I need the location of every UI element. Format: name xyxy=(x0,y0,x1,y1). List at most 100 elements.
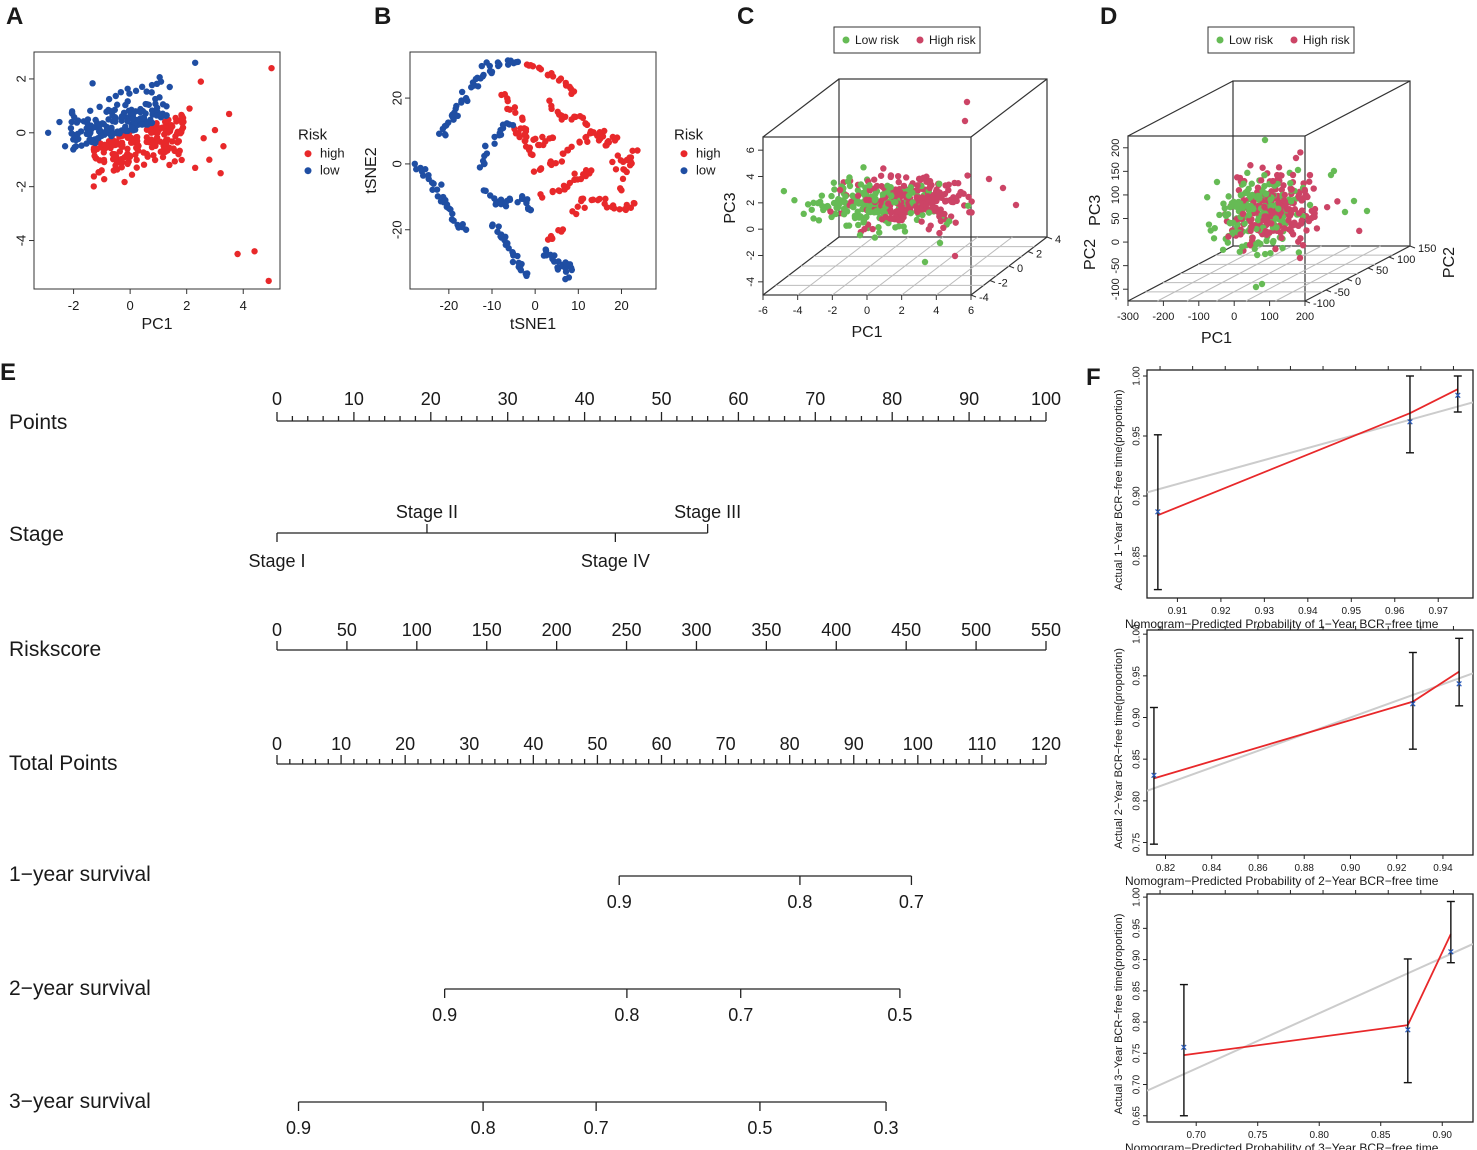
data-point-high-risk xyxy=(1334,198,1341,205)
x-tick-label: 0.93 xyxy=(1255,606,1275,617)
data-point-low-risk xyxy=(856,231,864,239)
data-point-low-risk xyxy=(804,201,812,208)
x-axis-label: PC1 xyxy=(141,316,172,333)
data-point-low-risk xyxy=(830,179,838,186)
data-point-low xyxy=(438,181,445,188)
observed-marker: × xyxy=(1456,678,1462,690)
x-tick-label: 10 xyxy=(571,298,585,313)
survival-tick-label: 0.7 xyxy=(728,1005,753,1025)
data-point-low xyxy=(491,140,498,147)
data-point-high-risk xyxy=(1297,235,1304,242)
y-tick-label: 0.95 xyxy=(1132,918,1143,938)
data-point-low xyxy=(61,143,69,150)
survival-tick-label: 0.8 xyxy=(614,1005,639,1025)
data-point-low xyxy=(517,266,525,274)
data-point-low-risk xyxy=(925,209,933,216)
axis-tick-label: 450 xyxy=(891,620,921,640)
legend-entry-high: high xyxy=(696,146,721,161)
data-point-low xyxy=(488,222,496,230)
axis-tick-label: 30 xyxy=(498,389,518,409)
calibration-plot-1-year: 0.91 0.92 0.93 0.94 0.95 0.96 0.97 0.85 0.90 0.95… xyxy=(1113,366,1474,631)
data-point-low-risk xyxy=(832,199,839,207)
y-tick-label: 2 xyxy=(13,75,28,82)
data-point-high-risk xyxy=(1278,172,1285,179)
data-point-high xyxy=(197,78,205,85)
y-tick xyxy=(1409,245,1416,249)
y-tick-label: 0.80 xyxy=(1132,791,1143,811)
x-tick-label: -4 xyxy=(793,305,803,317)
data-point-low xyxy=(523,199,530,207)
x-tick-label: 0.86 xyxy=(1248,863,1268,874)
observed-marker: × xyxy=(1410,698,1416,710)
axis-tick-label: 250 xyxy=(612,620,642,640)
data-point-high-risk xyxy=(1356,227,1363,235)
x-axis-label: PC1 xyxy=(1201,330,1232,347)
data-point-high-risk xyxy=(933,186,940,193)
data-point-low xyxy=(506,121,513,128)
data-point-low xyxy=(120,109,128,116)
data-point-low xyxy=(158,111,165,119)
y-tick-label: 0.80 xyxy=(1132,1012,1143,1032)
data-point-outlier xyxy=(846,182,854,190)
legend-marker-Low risk xyxy=(1216,36,1224,44)
data-point-high xyxy=(634,147,641,154)
tsne-scatter-panel: -20 -10 0 10 20 -20 0 20 tSNE1 tSNE2 Risk high low xyxy=(363,51,721,333)
data-point-high-risk xyxy=(1257,177,1265,184)
data-point-high-risk xyxy=(1268,220,1275,227)
data-point-low-risk xyxy=(1287,198,1295,205)
legend-marker-High risk xyxy=(1290,36,1298,44)
data-point-low xyxy=(126,90,133,97)
data-point-high xyxy=(173,118,180,125)
data-point-low-risk xyxy=(828,192,835,200)
data-point-high-risk xyxy=(880,165,887,172)
data-point-high xyxy=(151,156,159,164)
data-point-low xyxy=(107,107,114,115)
y-tick xyxy=(989,280,996,283)
data-point-high-risk xyxy=(871,176,878,183)
y-tick xyxy=(1367,267,1374,271)
data-point-high xyxy=(251,248,258,255)
pca-scatter-panel: -2 0 2 4 -4 -2 0 2 PC1 PC2 Risk high low xyxy=(0,51,345,333)
data-point-high xyxy=(549,134,556,141)
data-point-high xyxy=(546,97,553,104)
data-point-high xyxy=(539,133,546,141)
z-tick-label: 2 xyxy=(745,200,757,206)
z-tick-label: 50 xyxy=(1110,212,1122,224)
floor-grid xyxy=(775,236,1035,296)
data-point-high xyxy=(162,128,169,136)
survival-tick-label: 0.9 xyxy=(607,892,632,912)
x-tick-label: 0.70 xyxy=(1186,1130,1206,1141)
data-point-high xyxy=(618,187,625,194)
axis-tick-label: 20 xyxy=(395,734,415,754)
data-point-low-risk xyxy=(1255,239,1262,246)
data-point-low-risk xyxy=(907,184,914,191)
data-point-high-risk xyxy=(912,203,920,210)
data-point-low xyxy=(84,116,92,123)
data-point-low xyxy=(434,193,442,200)
data-point-low xyxy=(502,241,509,249)
data-point-high xyxy=(153,126,160,134)
data-point-high-risk xyxy=(1248,223,1255,231)
data-point-high xyxy=(166,144,173,152)
data-point-low xyxy=(494,59,502,66)
data-point-high xyxy=(217,169,224,177)
data-point-high xyxy=(537,165,545,172)
nomogram-row-label: 2−year survival xyxy=(9,977,151,1000)
nomogram-row-label: Points xyxy=(9,411,67,434)
observed-marker: × xyxy=(1407,417,1413,429)
data-point-high xyxy=(143,134,151,141)
data-point-high-risk xyxy=(1270,209,1277,216)
data-point-high xyxy=(174,139,181,146)
data-point-outlier xyxy=(1341,208,1349,216)
axis-tick-label: 100 xyxy=(903,734,933,754)
data-point-high-risk xyxy=(1298,197,1305,204)
y-tick-label: 1.00 xyxy=(1132,624,1143,644)
data-point-low xyxy=(422,166,429,173)
y-tick-label: 0.65 xyxy=(1132,1106,1143,1126)
y-tick-label: 0.85 xyxy=(1132,981,1143,1001)
category-label: Stage III xyxy=(674,502,741,522)
data-point-high xyxy=(111,150,118,158)
data-point-high-risk xyxy=(925,196,932,203)
